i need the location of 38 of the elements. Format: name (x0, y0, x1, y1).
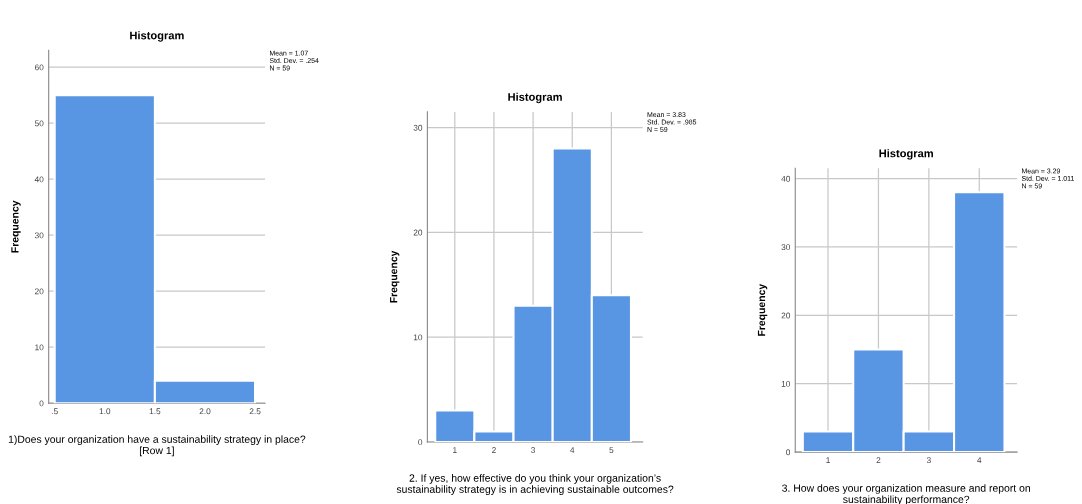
x-tick-label: 2 (876, 457, 881, 463)
x-tick-label: 2.0 (199, 408, 211, 415)
x-tick-label: 1 (453, 447, 457, 453)
y-tick-label: 20 (413, 229, 423, 236)
x-tick-label: 4 (977, 457, 982, 463)
y-tick-label: 0 (39, 400, 44, 407)
y-tick-label: 10 (35, 344, 44, 351)
y-tick-label: 10 (413, 334, 423, 341)
chart-title: Histogram (508, 92, 562, 104)
y-tick-label: 30 (413, 124, 423, 131)
y-tick-label: 10 (781, 380, 791, 387)
y-tick-label: 40 (34, 176, 44, 183)
y-axis-title: Frequency (390, 250, 400, 303)
x-tick-label: 4 (570, 447, 575, 453)
x-tick-label: 3 (531, 447, 536, 453)
chart-title: Histogram (879, 149, 933, 160)
y-axis-title: Frequency (757, 283, 768, 336)
y-tick-label: 0 (418, 439, 423, 446)
x-tick-label: 3 (926, 457, 931, 464)
x-tick-label: 1.5 (149, 408, 161, 415)
x-axis-title: 2. If yes, how effective do you think your organization’s sustainability strategy is in achieving sustainable outcomes? (396, 474, 674, 496)
y-tick-label: 50 (34, 120, 44, 127)
y-tick-label: 40 (781, 175, 791, 182)
x-tick-label: 1.0 (99, 408, 111, 415)
y-tick-label: 30 (781, 244, 791, 251)
x-tick-label: 2.5 (249, 408, 261, 415)
x-axis-title: 1)Does your organization have a sustainability strategy in place? [Row 1] (8, 435, 306, 457)
y-tick-label: 20 (34, 288, 44, 295)
x-tick-label: .5 (51, 408, 58, 415)
y-tick-label: 60 (34, 64, 44, 71)
x-tick-label: 1 (826, 457, 830, 463)
x-tick-label: 5 (609, 447, 614, 453)
y-tick-label: 30 (34, 232, 44, 239)
y-tick-label: 0 (786, 449, 791, 456)
y-tick-label: 20 (781, 312, 791, 319)
y-axis-title: Frequency (11, 200, 21, 253)
x-tick-label: 2 (492, 447, 496, 453)
chart-title: Histogram (130, 31, 184, 42)
